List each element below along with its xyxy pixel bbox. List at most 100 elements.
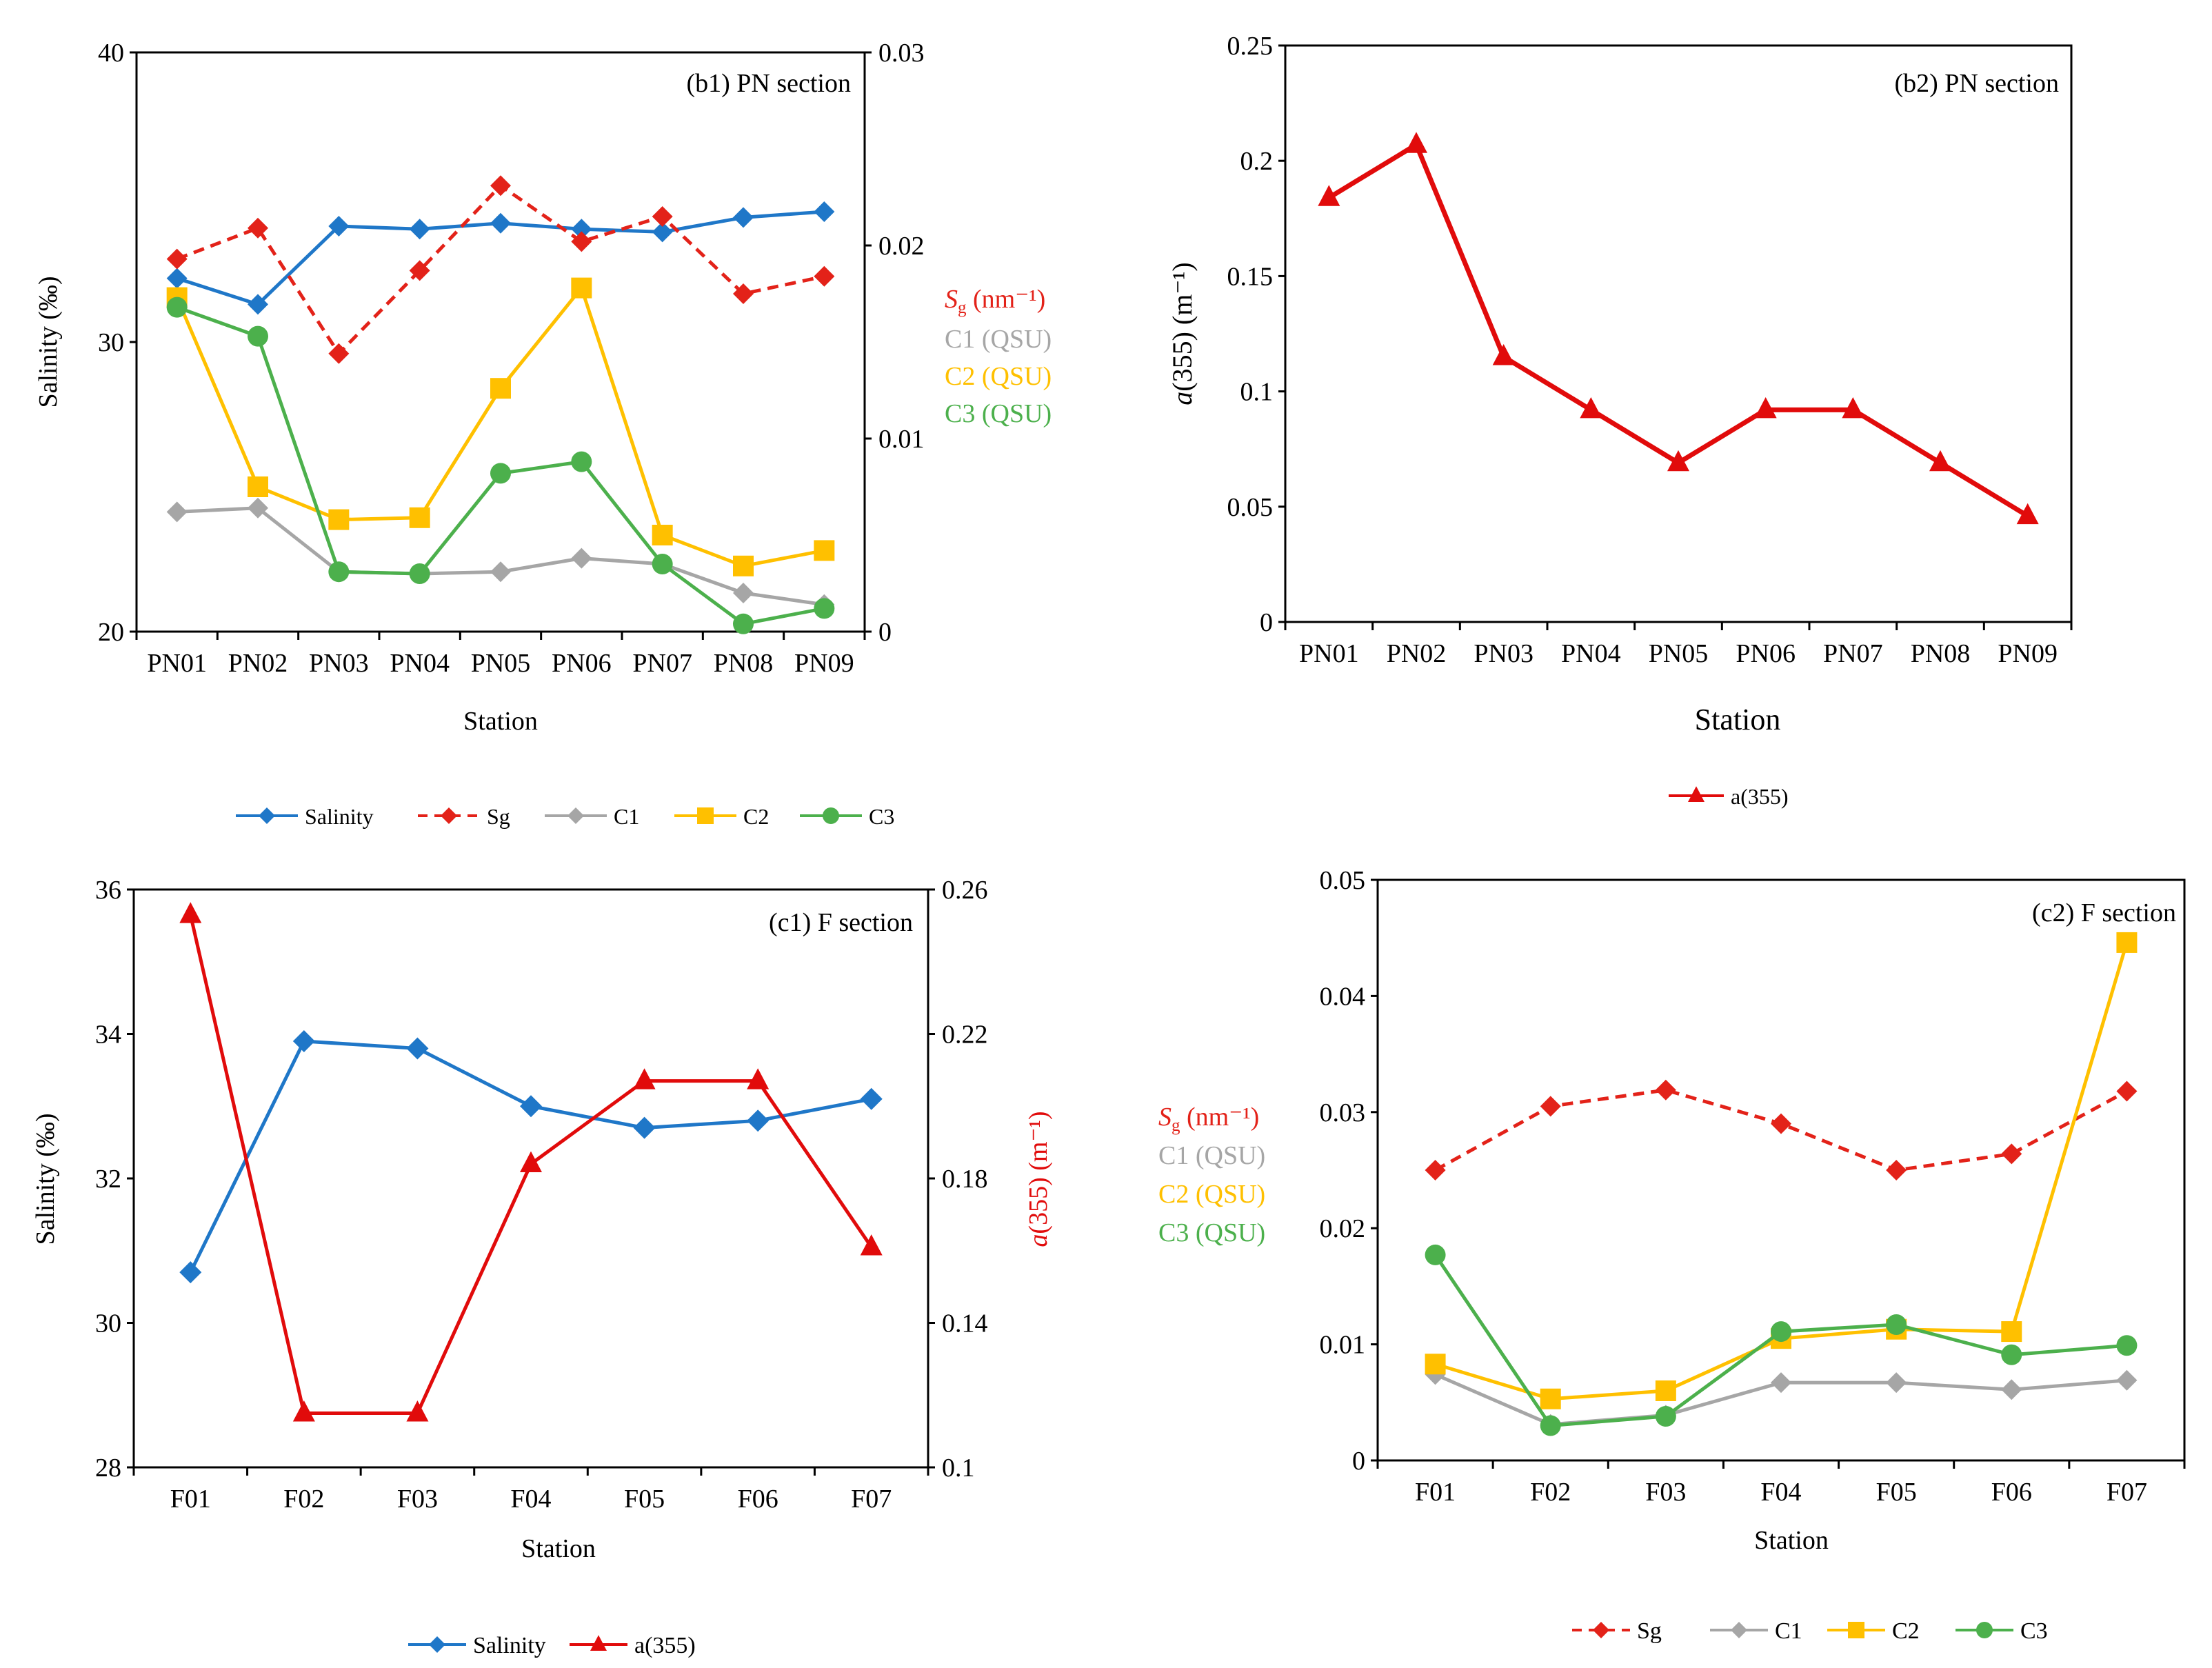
y-tick-label-b2: 0 [1260,608,1273,637]
y-tick-label-b1: 20 [98,618,124,647]
data-point-salinity-b1 [571,219,592,240]
y2-tick-label-b1: 0.03 [878,39,925,68]
legend-marker-c2-b1 [697,807,714,824]
y-tick-label-c1: 28 [95,1454,121,1483]
x-tick-label-b1: PN02 [228,649,288,678]
x-tick-label-c1: F03 [397,1485,438,1514]
data-point-c3-c2 [1771,1321,1791,1343]
data-point-c3-c2 [1425,1244,1446,1265]
data-point-c3-b1 [248,325,268,347]
y-tick-label-c1: 32 [95,1165,121,1194]
y2-legend-label-b1: Sg (nm⁻¹) [945,285,1045,317]
data-point-a355-c1 [520,1151,542,1173]
x-tick-label-b1: PN08 [714,649,774,678]
x-tick-label-c1: F04 [510,1485,551,1514]
legend-c2: Sg C1 C2 C3 [1572,1618,2048,1644]
legend-marker-salinity-b1 [259,807,275,824]
y-legend-c2: Sg (nm⁻¹) C1 (QSU) C2 (QSU) C3 (QSU) [1158,1103,1265,1247]
x-tick-label-b2: PN05 [1649,639,1709,668]
data-point-sg-b1 [166,248,188,270]
data-point-a355-b2 [2016,503,2039,525]
plot-frame-b2 [1284,44,2073,623]
data-point-c2-c2 [2116,932,2138,953]
chart-title-b2: (b2) PN section [1894,69,2059,98]
data-point-sg-c2 [1540,1096,1561,1117]
data-point-sg-b1 [409,260,430,281]
data-point-salinity-c1 [633,1116,656,1139]
y-tick-label-b1: 40 [98,39,124,68]
chart-title-c2: (c2) F section [2032,898,2176,927]
legend-c1: Salinity a(355) [408,1633,696,1658]
y-legend-label-c2: C3 (QSU) [1158,1218,1265,1247]
legend-label-a355-b2: a(355) [1731,784,1789,809]
axes-b1: 20 30 40 0 0.01 0.02 0.03 PN01 PN02 PN03 PN04 PN05 P… [98,39,925,678]
x-tick-label-b2: PN06 [1736,639,1796,668]
legend-b1: Salinity Sg C1 C2 C3 [236,804,894,829]
legend-marker-salinity-c1 [429,1636,445,1653]
panel-b2: (b2) PN section a(355) (m⁻¹) Station 0 0.… [1167,32,2073,809]
y2-tick-label-c1: 0.14 [942,1309,988,1338]
legend-label-c3-b1: C3 [869,804,894,829]
marks-b1 [166,175,835,634]
data-point-c3-b1 [409,563,430,584]
data-point-sg-b1 [571,231,592,252]
data-point-a355-c1 [179,902,202,923]
y2-tick-label-b1: 0 [878,618,892,647]
x-tick-label-c2: F02 [1530,1478,1571,1507]
x-tick-label-b2: PN08 [1911,639,1971,668]
data-point-c3-c2 [1886,1314,1907,1335]
y2-legend-b1: Sg (nm⁻¹) C1 (QSU) C2 (QSU) C3 (QSU) [945,285,1052,428]
axes-c1: 28 30 32 34 36 0.1 0.14 0.18 0.22 0.26 F01 F02 F03 F0… [95,876,988,1514]
x-tick-label-b1: PN06 [552,649,612,678]
data-point-sg-b1 [814,265,835,287]
legend-label-salinity-c1: Salinity [473,1633,546,1658]
data-point-sg-b1 [328,343,350,364]
data-point-c3-b1 [166,297,188,318]
data-point-c3-b1 [814,598,835,619]
data-point-sg-b1 [652,206,673,227]
x-tick-label-b2: PN07 [1823,639,1883,668]
chart-title-c1: (c1) F section [769,908,913,937]
legend-b2: a(355) [1669,784,1789,809]
x-tick-label-c1: F02 [283,1485,324,1514]
legend-label-salinity-b1: Salinity [305,804,374,829]
data-point-c1-b1 [166,501,188,523]
data-point-c1-b1 [248,497,268,519]
data-point-c3-b1 [571,451,592,472]
legend-marker-c2-c2 [1848,1622,1864,1638]
legend-label-c1-c2: C1 [1775,1618,1802,1644]
y2-tick-label-c1: 0.1 [942,1454,975,1483]
x-tick-label-b1: PN03 [309,649,369,678]
y-tick-label-b2: 0.25 [1227,32,1274,61]
x-tick-label-c2: F04 [1760,1478,1801,1507]
data-point-c1-b1 [490,561,511,583]
data-point-salinity-c1 [292,1029,315,1052]
y-legend-label-c2: Sg (nm⁻¹) [1158,1103,1259,1135]
panel-c1: (c1) F section Salinity (‰) a(355) (m⁻¹)… [31,876,1053,1658]
data-point-a355-b2 [1842,396,1864,419]
x-tick-label-b1: PN04 [390,649,450,678]
data-point-c3-c2 [2001,1344,2022,1365]
data-point-sg-c2 [1655,1079,1676,1101]
x-tick-label-b1: PN05 [471,649,531,678]
x-tick-label-b2: PN04 [1561,639,1621,668]
plot-frame-c1 [132,888,929,1469]
x-axis-label-c2: Station [1754,1526,1829,1555]
data-point-c1-c2 [1771,1372,1791,1394]
data-point-salinity-b1 [490,212,511,234]
data-point-c3-b1 [328,561,350,583]
x-tick-label-b2: PN09 [1998,639,2058,668]
legend-marker-c3-b1 [823,807,839,824]
data-point-c1-b1 [733,583,754,603]
data-point-sg-c2 [1771,1113,1791,1134]
x-tick-label-b2: PN01 [1299,639,1359,668]
x-tick-label-c1: F05 [624,1485,665,1514]
data-point-c2-b1 [328,509,350,530]
x-tick-label-b1: PN07 [632,649,692,678]
y2-legend-label-b1: C1 (QSU) [945,325,1052,354]
y-tick-label-c1: 30 [95,1309,121,1338]
y-tick-label-c1: 34 [95,1021,121,1049]
data-point-c2-c2 [2001,1321,2022,1343]
data-point-sg-c2 [1886,1160,1907,1180]
